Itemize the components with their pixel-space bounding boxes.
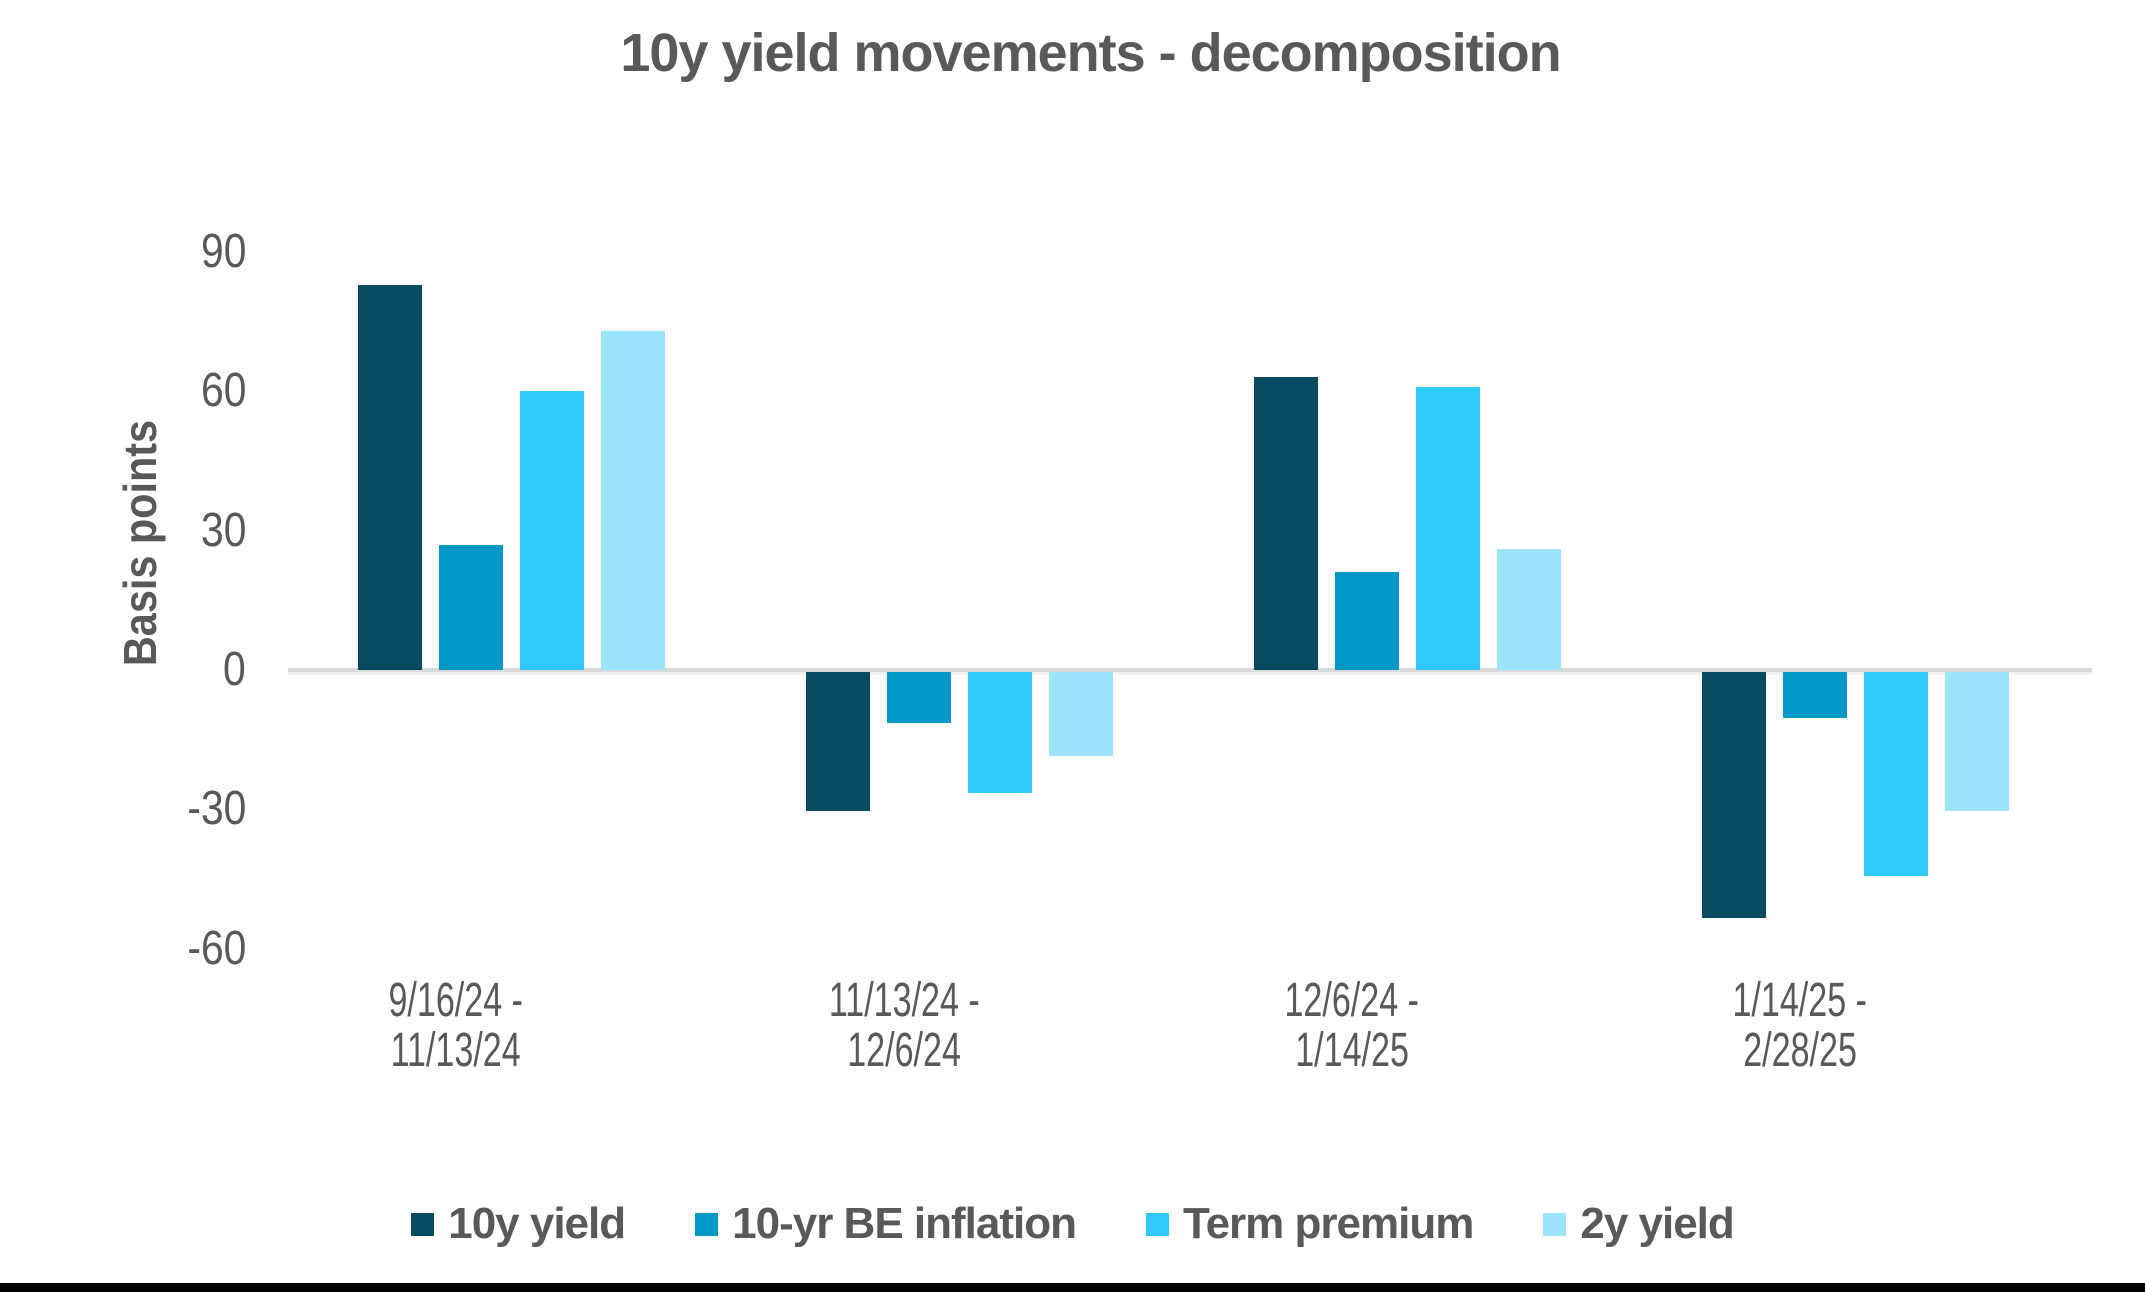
- legend-label: 10y yield: [448, 1199, 626, 1248]
- bar: [438, 544, 503, 670]
- bar: [357, 284, 422, 670]
- bar: [1415, 386, 1480, 670]
- legend-item: 2y yield: [1543, 1196, 1735, 1252]
- bar: [1701, 672, 1766, 919]
- legend-item: 10y yield: [411, 1196, 626, 1252]
- x-axis-category-label: 1/14/25 -2/28/25: [1732, 974, 1868, 1077]
- x-axis-category-label: 12/6/24 -1/14/25: [1284, 974, 1420, 1077]
- legend-swatch: [695, 1212, 719, 1236]
- bar: [886, 672, 951, 724]
- bar: [600, 330, 665, 670]
- y-tick-label: 60: [200, 364, 246, 418]
- legend-item: 10-yr BE inflation: [695, 1196, 1077, 1252]
- legend-label: 2y yield: [1580, 1199, 1734, 1248]
- bar: [1496, 549, 1561, 670]
- bar: [1944, 672, 2009, 812]
- x-axis-category-label: 11/13/24 -12/6/24: [828, 974, 980, 1077]
- legend-swatch: [411, 1212, 435, 1236]
- legend-item: Term premium: [1145, 1196, 1474, 1252]
- bar: [1863, 672, 1928, 877]
- y-tick-label: 0: [223, 643, 246, 696]
- chart-title: 10y yield movements - decomposition: [620, 23, 1561, 83]
- legend: 10y yield 10-yr BE inflation Term premium 2…: [0, 1196, 2145, 1252]
- y-tick-label: -60: [187, 921, 246, 975]
- x-axis-category-label: 9/16/24 -11/13/24: [388, 974, 524, 1077]
- y-tick-label: 90: [200, 225, 246, 278]
- bar: [519, 391, 584, 670]
- bar: [967, 672, 1032, 793]
- y-tick-label: 30: [200, 503, 246, 557]
- legend-swatch: [1145, 1212, 1169, 1236]
- bar: [1782, 672, 1847, 719]
- legend-swatch: [1543, 1212, 1567, 1236]
- y-tick-label: -30: [187, 782, 246, 836]
- legend-label: Term premium: [1182, 1199, 1474, 1248]
- bar: [1253, 377, 1318, 670]
- bar: [1048, 672, 1113, 756]
- legend-label: 10-yr BE inflation: [732, 1199, 1077, 1248]
- bar: [805, 672, 870, 812]
- bottom-border: [0, 1283, 2145, 1292]
- zero-axis-line: [288, 668, 2092, 672]
- bar: [1334, 572, 1399, 670]
